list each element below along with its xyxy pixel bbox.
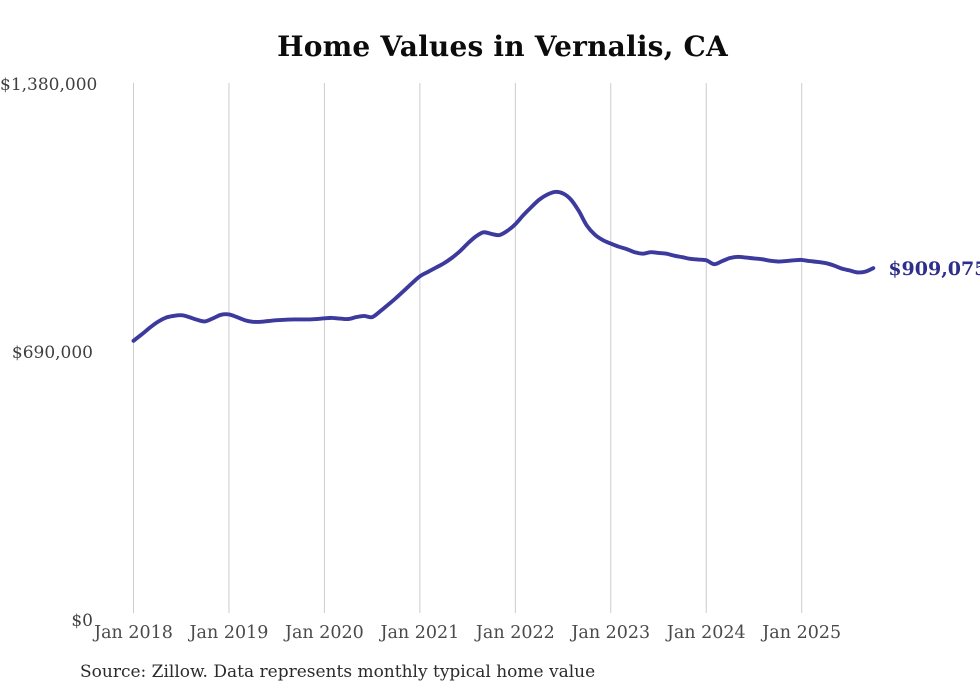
x-tick-label: Jan 2021 <box>380 623 460 643</box>
chart-title: Home Values in Vernalis, CA <box>277 30 728 63</box>
x-tick-label: Jan 2025 <box>762 623 842 643</box>
year-gridlines <box>133 83 803 613</box>
y-tick-label: $0 <box>71 611 93 631</box>
x-tick-label: Jan 2022 <box>475 623 555 643</box>
last-value-label: $909,075 <box>888 258 980 281</box>
home-value-line <box>131 189 876 343</box>
source-note: Source: Zillow. Data represents monthly … <box>80 662 596 682</box>
x-tick-label: Jan 2024 <box>666 623 746 643</box>
x-tick-label: Jan 2019 <box>189 623 269 643</box>
x-tick-label: Jan 2018 <box>94 623 173 643</box>
x-tick-label: Jan 2023 <box>571 623 651 643</box>
y-tick-label: $1,380,000 <box>0 74 98 95</box>
x-tick-label: Jan 2020 <box>284 623 364 643</box>
y-tick-label: $690,000 <box>11 342 93 363</box>
